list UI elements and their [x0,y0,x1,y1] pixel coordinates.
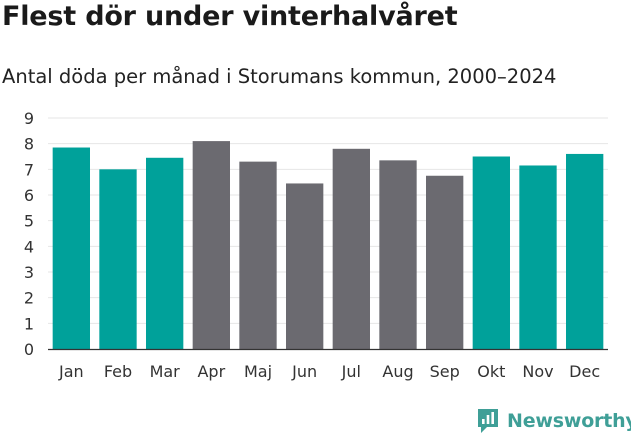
x-tick-label: Nov [522,362,553,381]
bar [239,161,277,349]
chart-title: Flest dör under vinterhalvåret [2,1,458,32]
bar [379,160,417,349]
bar [192,141,230,349]
bar [426,175,464,349]
bar [286,183,324,349]
bar [99,169,137,349]
x-tick-label: Okt [477,362,505,381]
bar [52,147,90,349]
x-tick-label: Maj [244,362,272,381]
x-tick-label: Apr [197,362,225,381]
y-tick-label: 2 [24,289,34,308]
y-tick-label: 3 [24,263,34,282]
x-tick-label: Jul [341,362,361,381]
y-tick-label: 7 [24,160,34,179]
y-tick-label: 8 [24,135,34,154]
bar [332,148,370,349]
bar [472,156,510,349]
x-tick-label: Dec [569,362,600,381]
x-tick-label: Feb [104,362,132,381]
y-tick-label: 6 [24,186,34,205]
newsworthy-logo-icon [478,409,498,433]
y-tick-label: 9 [24,109,34,128]
y-tick-label: 5 [24,212,34,231]
bar [519,165,557,349]
x-tick-label: Jan [58,362,84,381]
x-tick-label: Mar [150,362,181,381]
brand-name: Newsworthy [507,410,631,432]
bar [146,157,184,349]
x-tick-label: Sep [430,362,460,381]
y-tick-label: 1 [24,314,34,333]
y-tick-label: 4 [24,237,34,256]
chart-subtitle: Antal döda per månad i Storumans kommun,… [2,65,557,88]
brand-logo: Newsworthy [476,408,631,434]
x-tick-label: Jun [291,362,317,381]
x-tick-label: Aug [382,362,413,381]
y-tick-label: 0 [24,340,34,359]
bar [566,153,604,349]
